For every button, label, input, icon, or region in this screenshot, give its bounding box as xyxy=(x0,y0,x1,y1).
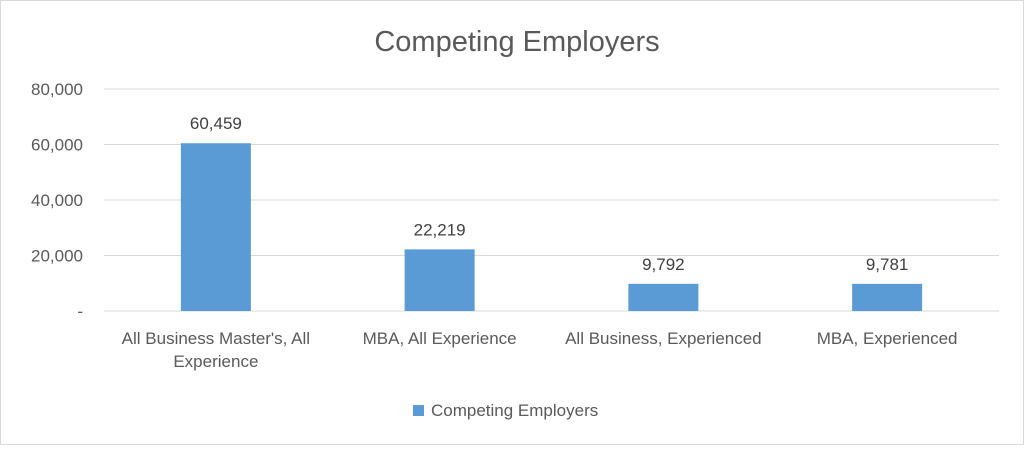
data-label: 60,459 xyxy=(190,114,242,133)
x-tick-label: All Business Master's, All xyxy=(122,329,310,348)
bar xyxy=(628,283,699,311)
bar xyxy=(404,249,475,311)
y-tick-label: 60,000 xyxy=(31,136,83,155)
x-tick-label: MBA, Experienced xyxy=(817,329,958,348)
x-tick-label: Experience xyxy=(173,352,258,371)
chart-title: Competing Employers xyxy=(374,26,659,58)
y-tick-label: - xyxy=(77,302,83,321)
data-label: 22,219 xyxy=(414,220,466,239)
bar xyxy=(180,143,251,311)
x-tick-label: MBA, All Experience xyxy=(363,329,517,348)
data-label: 9,792 xyxy=(642,255,685,274)
data-label: 9,781 xyxy=(866,255,909,274)
bar xyxy=(852,283,923,311)
legend: Competing Employers xyxy=(413,401,598,420)
legend-swatch xyxy=(413,405,424,416)
y-tick-label: 80,000 xyxy=(31,80,83,99)
x-tick-label: All Business, Experienced xyxy=(565,329,762,348)
legend-label: Competing Employers xyxy=(431,401,598,420)
y-tick-label: 20,000 xyxy=(31,247,83,266)
y-tick-label: 40,000 xyxy=(31,191,83,210)
